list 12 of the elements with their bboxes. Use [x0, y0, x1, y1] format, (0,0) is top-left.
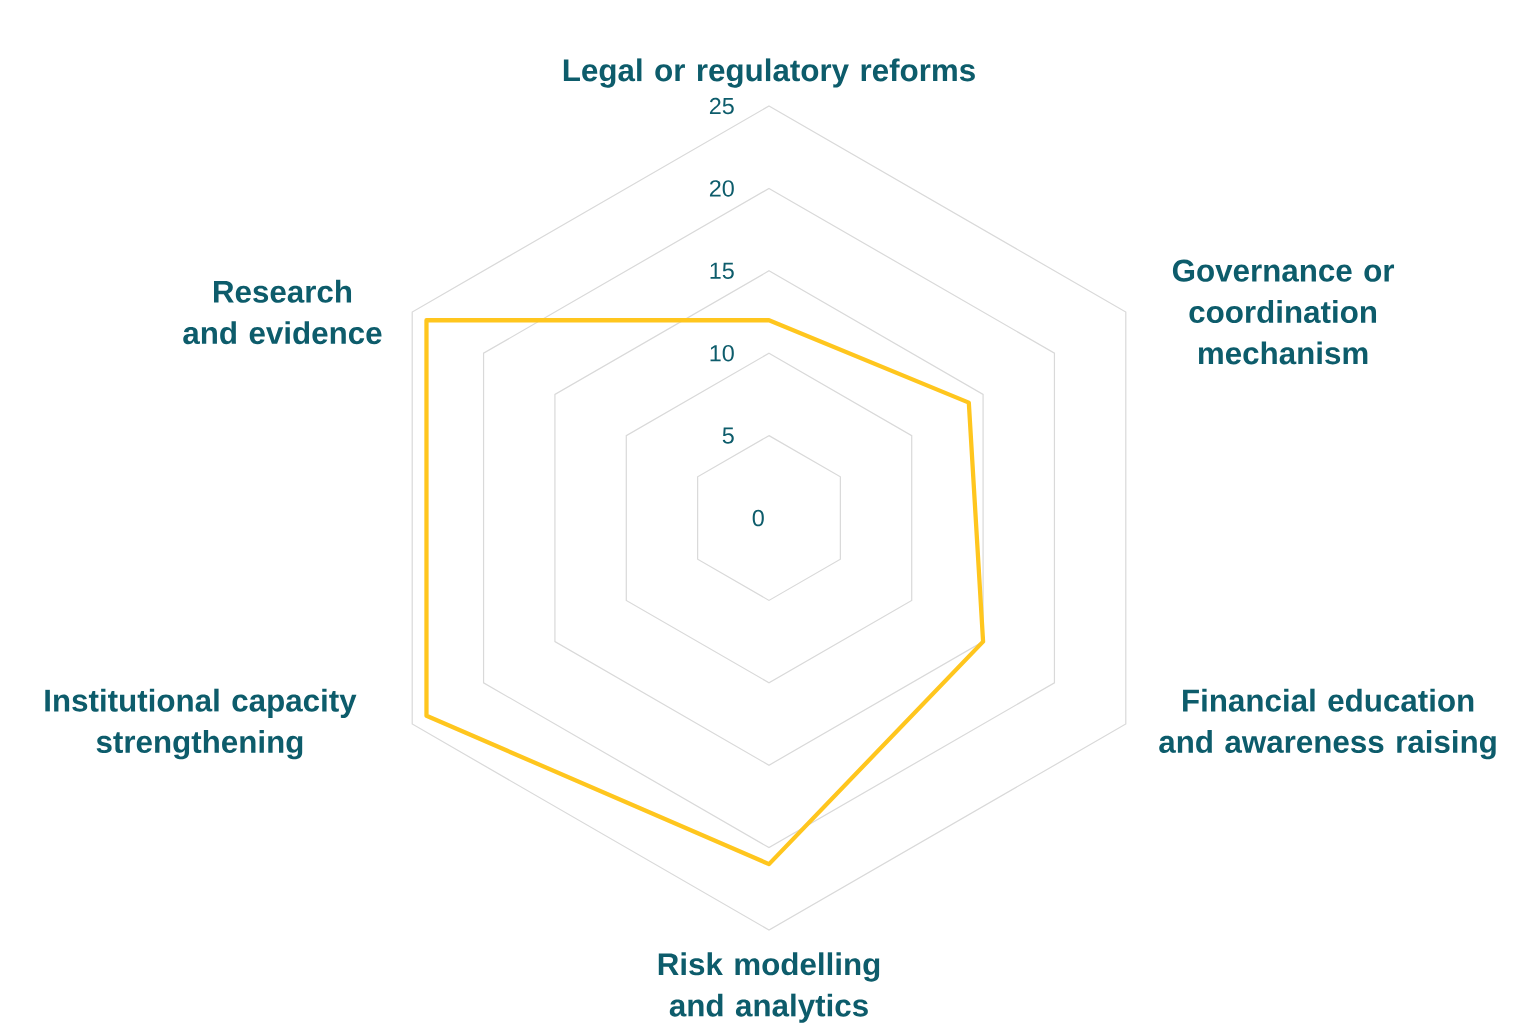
y-tick-label: 15 [710, 262, 734, 279]
spoke-label: Research and evidence [183, 279, 382, 345]
spoke-label: Governance or coordination mechanism [1172, 259, 1395, 365]
y-tick-label: 10 [710, 344, 734, 362]
spoke-label: Financial education and awareness raising [1159, 688, 1496, 760]
y-tick-label: 0 [752, 509, 764, 527]
y-tick-label: 20 [709, 180, 734, 197]
spoke-label: Risk modelling and analytics [658, 952, 880, 1023]
spoke-label: Institutional capacity strengthening [45, 688, 357, 760]
y-tick-label: 25 [709, 97, 734, 115]
spoke-label: Legal or regulatory reforms [563, 58, 975, 88]
y-tick-label: 5 [722, 427, 734, 444]
